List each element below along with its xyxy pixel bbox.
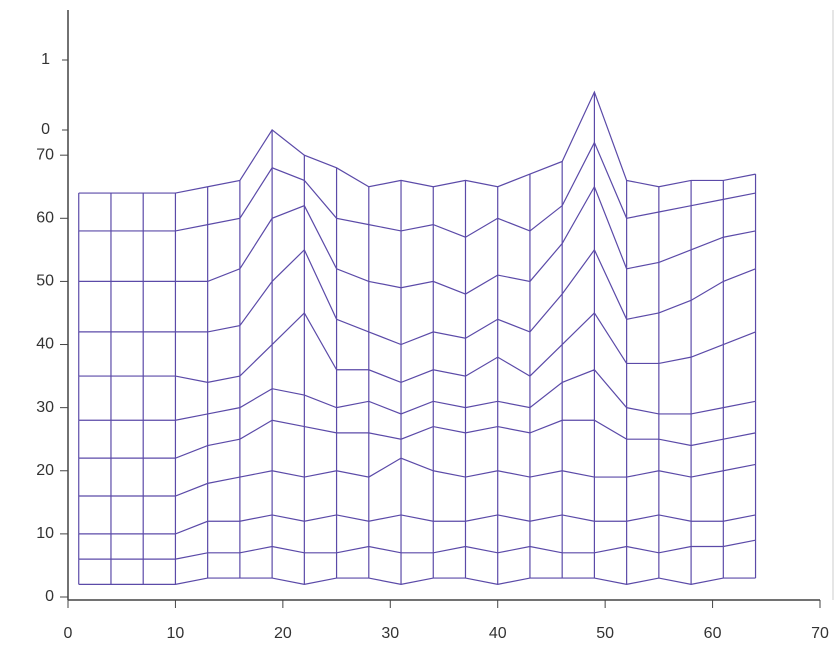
x-tick-label: 70 — [811, 625, 829, 642]
y-tick-label: 20 — [36, 462, 54, 479]
mesh-row — [78, 90, 756, 194]
z-tick-label: 0 — [41, 121, 50, 138]
mesh-row — [78, 539, 756, 560]
y-tick-label: 0 — [45, 588, 54, 605]
x-tick-label: 0 — [64, 625, 73, 642]
mesh-row — [78, 369, 756, 421]
x-tick-label: 30 — [381, 625, 399, 642]
y-tick-label: 60 — [36, 210, 54, 227]
mesh-row — [78, 185, 756, 295]
x-tick-label: 10 — [167, 625, 185, 642]
mesh-row — [78, 457, 756, 497]
x-tick-label: 60 — [704, 625, 722, 642]
mesh-row — [78, 577, 756, 585]
y-tick-label: 10 — [36, 525, 54, 542]
y-tick-label: 70 — [36, 146, 54, 163]
mesh-row — [78, 248, 756, 346]
x-tick-label: 20 — [274, 625, 292, 642]
mesh-row — [78, 419, 756, 459]
x-tick-label: 40 — [489, 625, 507, 642]
z-tick-label: 1 — [41, 51, 50, 68]
x-tick-label: 50 — [596, 625, 614, 642]
mesh-row — [78, 514, 756, 535]
y-tick-label: 50 — [36, 273, 54, 290]
mesh-row — [78, 141, 756, 238]
mesh-row — [78, 311, 756, 384]
y-tick-label: 40 — [36, 336, 54, 353]
y-tick-label: 30 — [36, 399, 54, 416]
